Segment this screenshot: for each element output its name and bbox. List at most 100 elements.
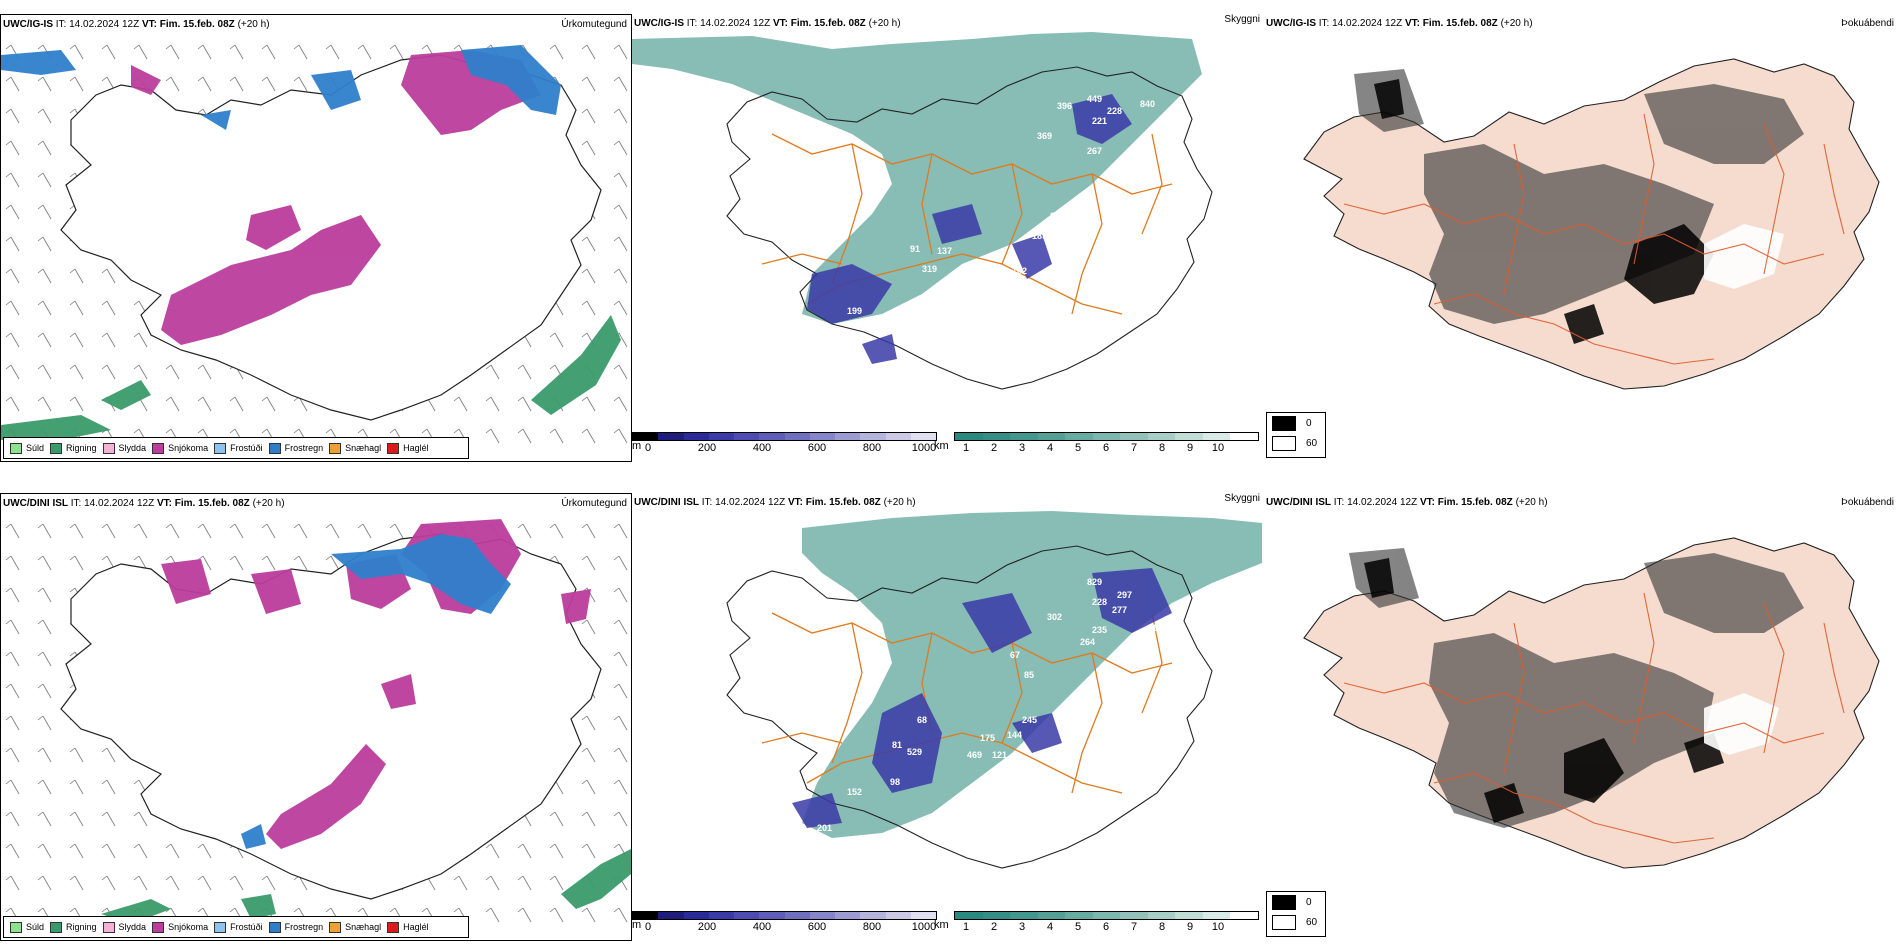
wind-barb (581, 428, 596, 444)
legend-item: Frostregn (268, 442, 323, 454)
ceiling-label: 91 (910, 244, 920, 254)
ceiling-colorbar-ticks: 0 200 400 600 800 1000 (644, 442, 937, 454)
panel-title: Úrkomutegund (561, 498, 627, 509)
legend-item: Snæhagl (329, 442, 381, 454)
wind-barb (613, 651, 628, 667)
wind-barb (389, 523, 404, 539)
legend-swatch (152, 921, 165, 933)
ceiling-label: 529 (907, 747, 922, 757)
wind-barb (485, 428, 500, 444)
wind-barb (517, 907, 532, 923)
fog-legend: 0 60 (1266, 891, 1326, 937)
wind-barb (101, 811, 116, 827)
wind-barb (133, 875, 148, 891)
fog-index-map-bottom: UWC/DINI ISL IT: 14.02.2024 12Z VT: Fim.… (1264, 493, 1900, 941)
ceiling-label: 120 (792, 336, 807, 346)
ceiling-label: 267 (1087, 146, 1102, 156)
wind-barb (485, 875, 500, 891)
wind-barb (197, 523, 212, 539)
legend-swatch (268, 442, 281, 454)
wind-barb (69, 76, 84, 92)
legend-swatch (329, 921, 342, 933)
wind-barb (69, 364, 84, 380)
wind-barb (5, 715, 20, 731)
wind-barb (613, 619, 628, 635)
run-header: UWC/DINI ISL IT: 14.02.2024 12Z VT: Fim.… (3, 498, 285, 509)
ceiling-colorbar-ticks: 0 200 400 600 800 1000 (644, 921, 937, 933)
legend-item: Slydda (102, 921, 146, 933)
legend-item: Snjókoma (152, 442, 208, 454)
wind-barb (261, 396, 276, 412)
ceiling-label: 245 (1022, 715, 1037, 725)
wind-barb (69, 268, 84, 284)
wind-barb (517, 843, 532, 859)
wind-barb (69, 875, 84, 891)
wind-barb (613, 364, 628, 380)
wind-barb (133, 811, 148, 827)
ceiling-label: 264 (1080, 637, 1095, 647)
wind-barb (101, 364, 116, 380)
legend-item: Haglél (387, 921, 429, 933)
wind-barb (613, 396, 628, 412)
legend-item: Frostúði (214, 442, 263, 454)
wind-barb (197, 44, 212, 60)
wind-barb (613, 523, 628, 539)
legend-item: Rigning (50, 442, 97, 454)
ceiling-label: 396 (1057, 101, 1072, 111)
wind-barb (613, 428, 628, 444)
ceiling-label: 102 (1012, 266, 1027, 276)
wind-barb (293, 76, 308, 92)
visibility-colorbar-ramp (954, 432, 1259, 441)
wind-barb (37, 651, 52, 667)
ceiling-label: 840 (1140, 99, 1155, 109)
ceiling-label: 277 (1112, 605, 1127, 615)
ceiling-label: 81 (892, 740, 902, 750)
wind-barb (37, 396, 52, 412)
legend-item: Frostúði (214, 921, 263, 933)
fog-swatch-white (1272, 914, 1296, 930)
wind-barb (613, 555, 628, 571)
wind-barb (229, 875, 244, 891)
ceiling-value-labels: 449 228 221 840 396 369 267 86 189 677 3… (792, 94, 1155, 346)
panel-title: Skyggni (1224, 493, 1260, 504)
wind-barb (261, 523, 276, 539)
wind-barb (5, 587, 20, 603)
ceiling-colorbar: 0 200 400 600 800 1000 m (632, 911, 937, 934)
wind-barb (5, 332, 20, 348)
ceiling-label: 677 (965, 261, 980, 271)
ceiling-label: 68 (917, 715, 927, 725)
wind-barb (37, 555, 52, 571)
wind-barb (197, 843, 212, 859)
wind-barb (261, 44, 276, 60)
wind-barb (69, 555, 84, 571)
ceiling-label: 144 (1007, 730, 1022, 740)
wind-barb (37, 843, 52, 859)
fog-map (1303, 58, 1880, 390)
wind-barb (165, 523, 180, 539)
legend-item: Rigning (50, 921, 97, 933)
ceiling-label: 86 (1050, 211, 1060, 221)
legend-swatch (214, 921, 227, 933)
fog-legend-row: 60 (1267, 912, 1325, 932)
wind-barb (5, 619, 20, 635)
wind-barb (549, 44, 564, 60)
wind-barb (485, 396, 500, 412)
run-header: UWC/DINI ISL IT: 14.02.2024 12Z VT: Fim.… (634, 497, 916, 508)
wind-barb (5, 236, 20, 252)
wind-barb (517, 875, 532, 891)
legend-swatch (50, 921, 63, 933)
wind-barb (613, 76, 628, 92)
fog-legend: 0 60 (1266, 412, 1326, 458)
wind-barb (37, 811, 52, 827)
wind-barb (37, 204, 52, 220)
precip-type-map (5, 519, 631, 924)
road-network (1343, 113, 1845, 365)
wind-barb (133, 364, 148, 380)
wind-barb (613, 268, 628, 284)
wind-barb (613, 236, 628, 252)
ceiling-visibility-map-bottom: UWC/DINI ISL IT: 14.02.2024 12Z VT: Fim.… (632, 493, 1264, 941)
wind-barb (581, 76, 596, 92)
wind-barb (357, 44, 372, 60)
wind-barb (5, 396, 20, 412)
wind-barb (549, 907, 564, 923)
